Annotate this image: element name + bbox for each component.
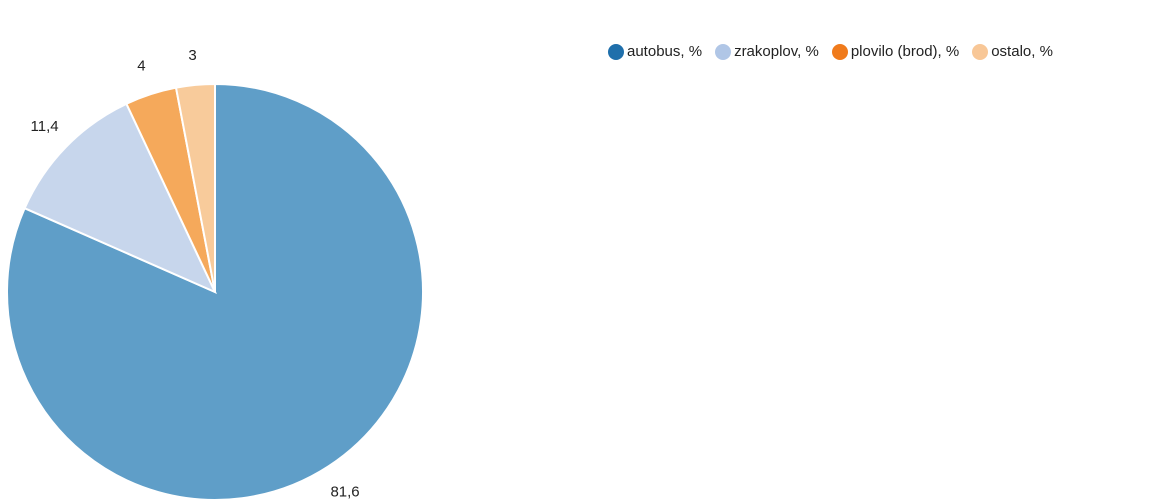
pie-slice-ostalo[interactable] bbox=[174, 82, 216, 293]
legend-swatch-plovilo bbox=[831, 43, 848, 60]
data-label-ostalo: 3 bbox=[188, 47, 196, 64]
pie-labels: 81,6 11,4 4 3 bbox=[31, 47, 360, 500]
legend-item-ostalo[interactable]: ostalo, % bbox=[972, 43, 1053, 60]
pie-slice-autobus[interactable] bbox=[6, 82, 424, 501]
legend-label-plovilo: plovilo (brod), % bbox=[850, 43, 960, 60]
data-label-plovilo: 4 bbox=[137, 58, 145, 75]
data-label-autobus: 81,6 bbox=[330, 483, 359, 500]
legend-item-zrakoplov[interactable]: zrakoplov, % bbox=[715, 43, 819, 60]
pie-slice-zrakoplov[interactable] bbox=[23, 102, 218, 294]
legend-label-zrakoplov: zrakoplov, % bbox=[734, 43, 819, 60]
pie-slices bbox=[6, 82, 424, 501]
legend-swatch-ostalo bbox=[972, 43, 989, 60]
legend-item-autobus[interactable]: autobus, % bbox=[608, 43, 702, 60]
legend-item-plovilo[interactable]: plovilo (brod), % bbox=[831, 43, 960, 60]
legend-swatch-autobus bbox=[608, 43, 624, 60]
legend-label-autobus: autobus, % bbox=[627, 43, 703, 60]
legend-swatch-zrakoplov bbox=[715, 43, 732, 60]
data-label-zrakoplov: 11,4 bbox=[31, 118, 59, 135]
legend: autobus, % zrakoplov, % plovilo (brod), … bbox=[608, 43, 1066, 60]
legend-label-ostalo: ostalo, % bbox=[991, 43, 1053, 60]
pie-chart: 81,6 11,4 4 3 bbox=[6, 47, 424, 501]
